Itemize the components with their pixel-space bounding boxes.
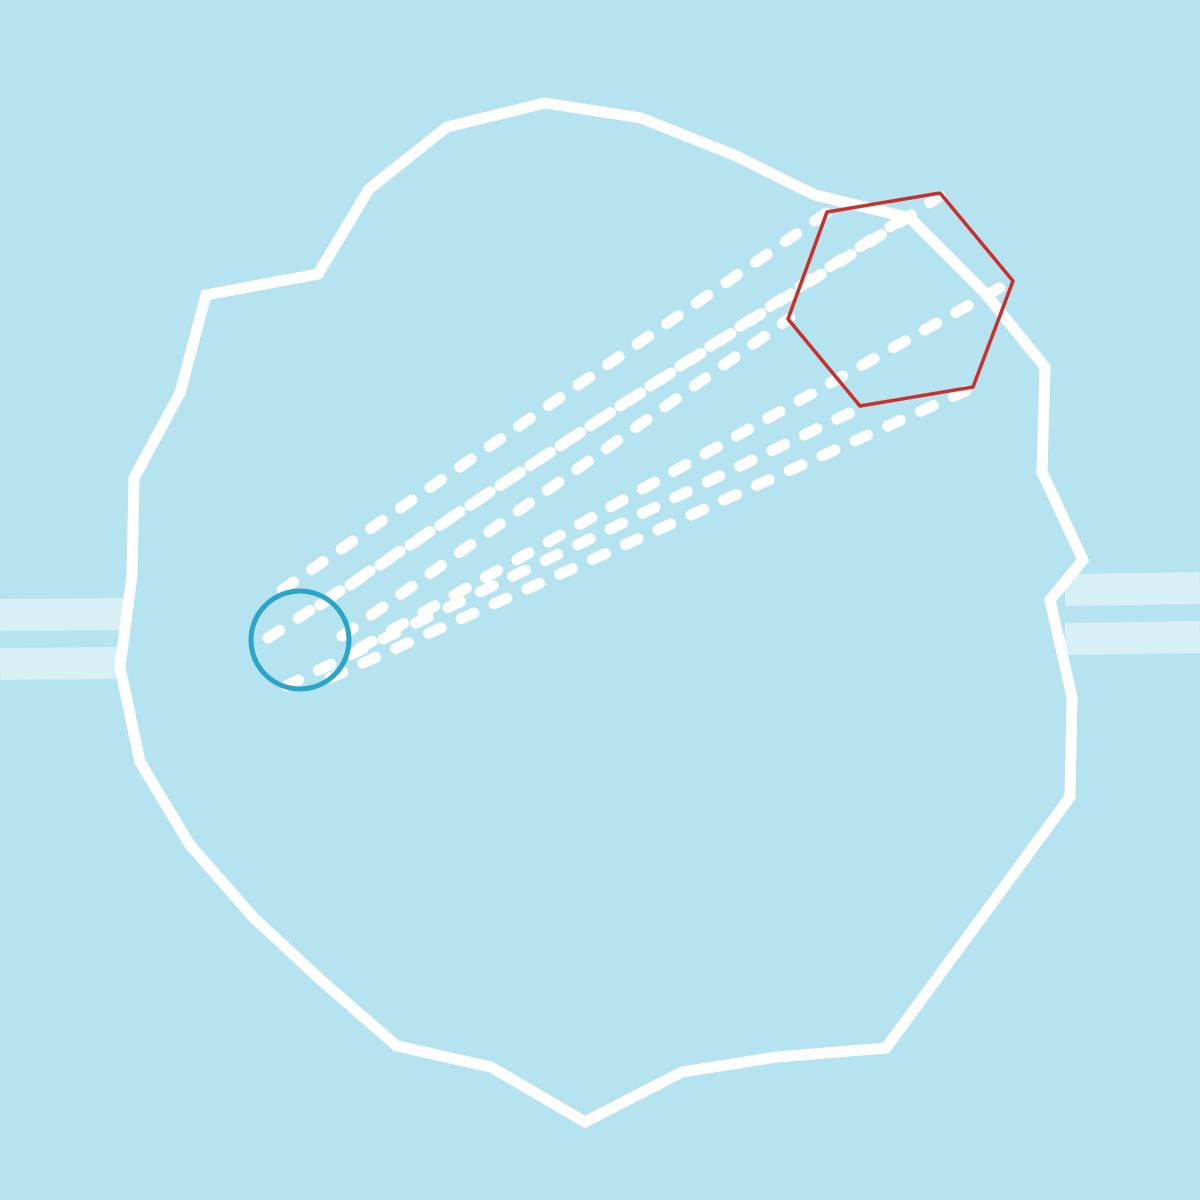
left-exit-lane-bottom bbox=[0, 647, 126, 680]
player-circle[interactable] bbox=[248, 588, 352, 692]
dash-trail bbox=[324, 382, 978, 684]
right-exit-lane-top bbox=[1064, 572, 1200, 606]
right-exit-marker bbox=[1064, 572, 1200, 655]
dash-trail bbox=[314, 207, 917, 611]
left-exit-marker bbox=[0, 598, 126, 680]
left-exit-lane-top bbox=[0, 598, 126, 631]
dash-trail bbox=[276, 206, 834, 596]
dash-trail bbox=[280, 401, 868, 692]
right-exit-lane-bottom bbox=[1064, 621, 1200, 655]
dash-trails bbox=[262, 190, 1016, 692]
target-hexagon[interactable] bbox=[786, 191, 1015, 408]
dash-trail bbox=[354, 276, 1016, 654]
